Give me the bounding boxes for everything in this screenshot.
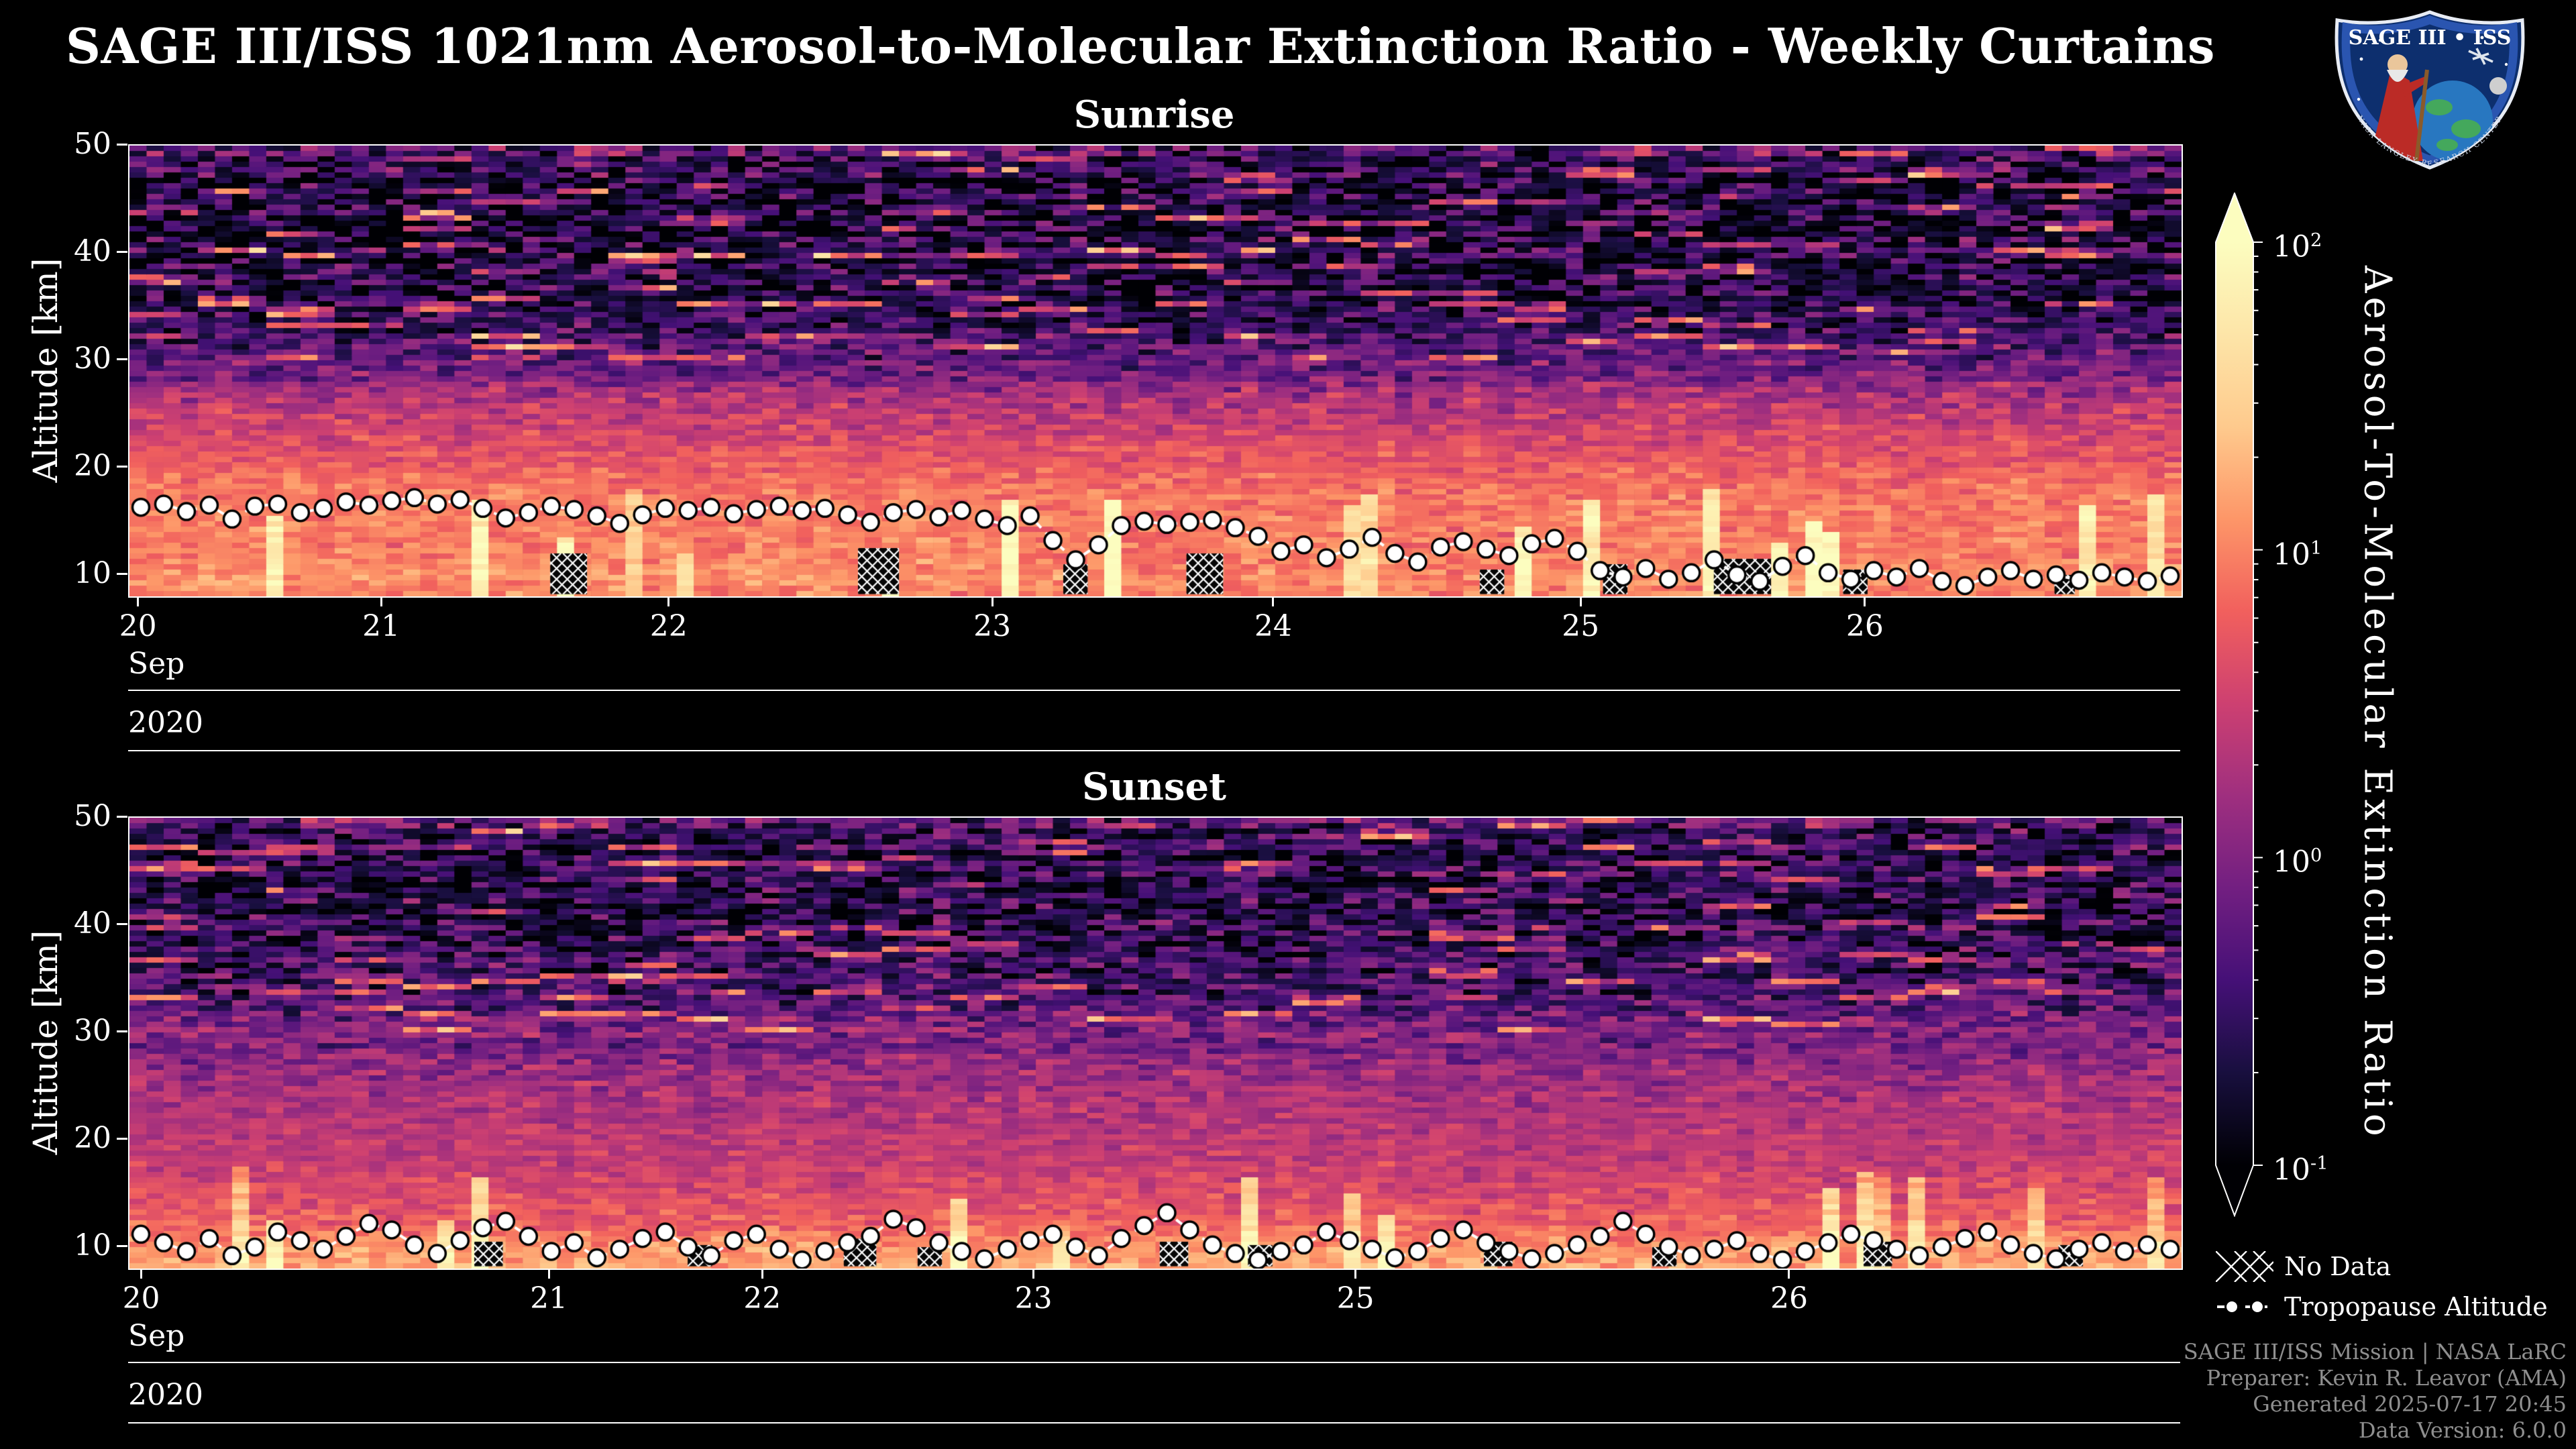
x-tick xyxy=(991,596,994,606)
sunset-heatmap-area xyxy=(128,816,2183,1270)
y-tick xyxy=(117,572,127,575)
legend-row-no-data: No Data xyxy=(2216,1246,2548,1287)
x-tick-label: 22 xyxy=(649,609,688,643)
logo-earth-land xyxy=(2426,99,2481,151)
logo-figure xyxy=(2369,54,2429,162)
x-tick-label: 26 xyxy=(1770,1281,1808,1316)
colorbar-tick-label: 100 xyxy=(2273,845,2322,880)
x-tick xyxy=(1272,596,1275,606)
x-tick-label: 21 xyxy=(362,609,400,643)
x-tick xyxy=(140,1269,143,1279)
x-tick-label: 26 xyxy=(1845,609,1884,643)
sunset-year-label: 2020 xyxy=(128,1378,203,1412)
sunrise-year-line xyxy=(128,750,2180,751)
x-tick xyxy=(667,596,670,606)
sunset-month-label: Sep xyxy=(128,1319,185,1353)
tropopause-line-icon xyxy=(2217,1299,2272,1314)
x-tick-label: 20 xyxy=(119,609,157,643)
x-tick xyxy=(1579,596,1582,606)
y-tick xyxy=(117,358,127,360)
x-tick-label: 20 xyxy=(122,1281,160,1316)
x-tick xyxy=(380,596,382,606)
y-tick xyxy=(117,922,127,925)
x-tick xyxy=(1032,1269,1035,1279)
y-tick-label: 40 xyxy=(74,234,111,268)
legend-row-tropopause: Tropopause Altitude xyxy=(2216,1287,2548,1327)
y-tick-label: 20 xyxy=(74,1121,111,1155)
logo-ring xyxy=(2341,15,2518,165)
legend: No Data Tropopause Altitude xyxy=(2216,1246,2548,1327)
sunrise-year-label: 2020 xyxy=(128,706,203,740)
y-tick-label: 50 xyxy=(74,799,111,833)
y-tick xyxy=(117,143,127,146)
logo-iss-icon xyxy=(2468,48,2493,65)
x-tick xyxy=(1788,1269,1790,1279)
x-tick xyxy=(761,1269,763,1279)
sunrise-month-label: Sep xyxy=(128,647,185,681)
x-tick-label: 25 xyxy=(1562,609,1600,643)
y-tick-label: 10 xyxy=(74,556,111,590)
y-tick-label: 50 xyxy=(74,127,111,161)
sunrise-panel-title: Sunrise xyxy=(1073,93,1235,137)
mission-logo: SAGE III • ISS NASA LANGLEY RESEARCH CEN… xyxy=(2334,10,2525,170)
tropopause-label: Tropopause Altitude xyxy=(2284,1292,2548,1322)
sunset-year-line xyxy=(128,1422,2180,1424)
attribution-mission: SAGE III/ISS Mission | NASA LaRC xyxy=(2183,1339,2567,1364)
x-tick xyxy=(1864,596,1866,606)
colorbar xyxy=(2215,193,2263,1217)
colorbar-axis-label: Aerosol-To-Molecular Extinction Ratio xyxy=(2355,266,2400,1140)
sunrise-curtain-canvas xyxy=(129,146,2182,596)
x-tick-label: 23 xyxy=(973,609,1012,643)
sunset-panel-title: Sunset xyxy=(1082,765,1226,809)
x-tick xyxy=(137,596,140,606)
x-tick-label: 25 xyxy=(1336,1281,1375,1316)
sunset-month-line xyxy=(128,1362,2180,1363)
y-tick xyxy=(117,465,127,468)
y-tick-label: 30 xyxy=(74,1014,111,1048)
x-tick-label: 24 xyxy=(1254,609,1292,643)
x-tick xyxy=(1354,1269,1357,1279)
figure-title: SAGE III/ISS 1021nm Aerosol-to-Molecular… xyxy=(66,17,2215,74)
y-tick-label: 30 xyxy=(74,341,111,376)
y-tick xyxy=(117,1244,127,1247)
y-tick xyxy=(117,815,127,818)
colorbar-tick-label: 102 xyxy=(2273,229,2322,264)
x-tick-label: 23 xyxy=(1014,1281,1053,1316)
attribution-generated: Generated 2025-07-17 20:45 xyxy=(2253,1391,2567,1417)
attribution: SAGE III/ISS Mission | NASA LaRC Prepare… xyxy=(2184,1339,2567,1444)
y-tick-label: 10 xyxy=(74,1228,111,1263)
no-data-label: No Data xyxy=(2284,1252,2392,1281)
attribution-preparer: Preparer: Kevin R. Leavor (AMA) xyxy=(2206,1365,2567,1391)
colorbar-bar xyxy=(2215,193,2254,1217)
no-data-hatch-icon xyxy=(2216,1251,2273,1282)
sunrise-heatmap-area xyxy=(128,144,2183,598)
colorbar-ticks xyxy=(2253,241,2263,1166)
logo-stars xyxy=(2357,36,2508,101)
y-tick xyxy=(117,250,127,253)
x-tick-label: 21 xyxy=(530,1281,568,1316)
y-tick xyxy=(117,1137,127,1140)
logo-moon xyxy=(2489,77,2507,95)
x-tick-label: 22 xyxy=(743,1281,782,1316)
attribution-version: Data Version: 6.0.0 xyxy=(2358,1417,2567,1443)
sunset-curtain-canvas xyxy=(129,818,2182,1269)
x-tick xyxy=(547,1269,550,1279)
y-tick-label: 20 xyxy=(74,449,111,483)
y-tick-label: 40 xyxy=(74,906,111,941)
logo-title: SAGE III • ISS xyxy=(2349,26,2512,50)
colorbar-tick-label: 10-1 xyxy=(2273,1152,2328,1187)
y-tick xyxy=(117,1030,127,1032)
colorbar-tick-label: 101 xyxy=(2273,537,2322,572)
sunrise-month-line xyxy=(128,690,2180,691)
